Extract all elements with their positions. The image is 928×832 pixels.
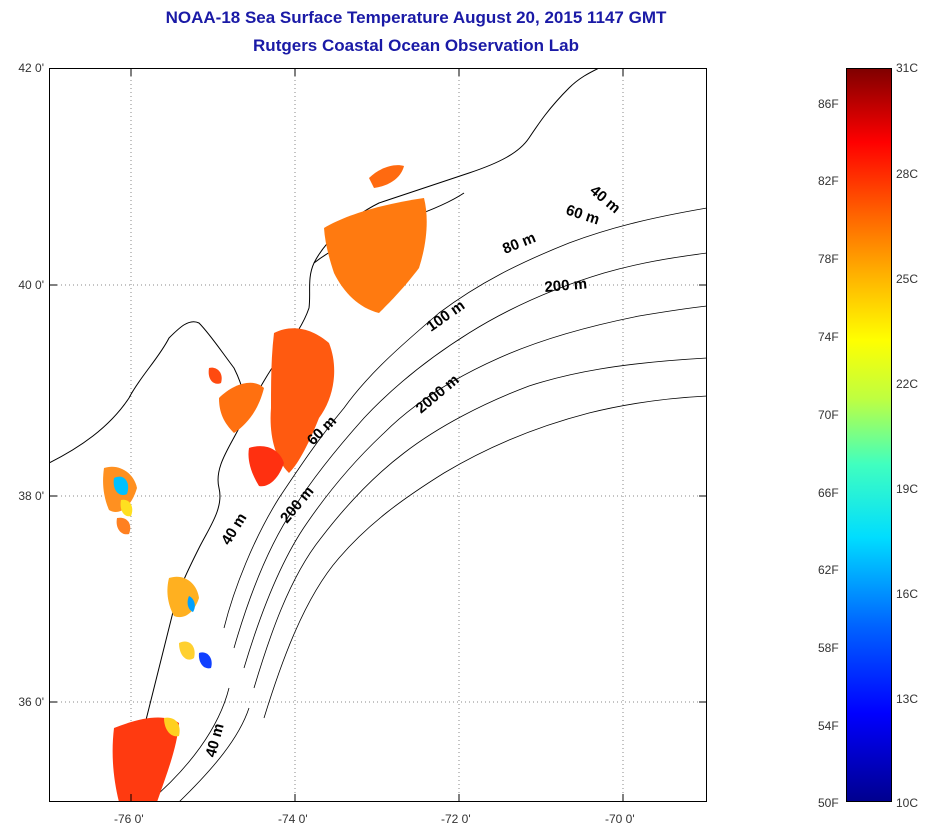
colorbar-f-label: 58F: [818, 641, 839, 655]
colorbar-f-label: 74F: [818, 330, 839, 344]
lat-label: 38 0': [18, 489, 44, 503]
colorbar-f-label: 78F: [818, 252, 839, 266]
colorbar-f-label: 62F: [818, 563, 839, 577]
colorbar-f-label: 82F: [818, 174, 839, 188]
lat-label: 42 0': [18, 61, 44, 75]
coastline: [49, 321, 245, 802]
colorbar-c-label: 10C: [896, 796, 919, 810]
frame-ticks: [49, 68, 707, 802]
colorbar-f-label: 86F: [818, 97, 839, 111]
colorbar-f-label: 50F: [818, 796, 839, 810]
colorbar-c-label: 31C: [896, 61, 919, 75]
contour-label: 200 m: [544, 275, 588, 296]
sst-map: 40 m 60 m 80 m 200 m 100 m 2000 m 60 m 2…: [49, 68, 707, 802]
colorbar-c-label: 25C: [896, 272, 919, 286]
colorbar-c-label: 22C: [896, 377, 919, 391]
sst-patches: [103, 165, 427, 802]
colorbar-f-label: 66F: [818, 486, 839, 500]
lon-label: -74 0': [278, 812, 308, 826]
colorbar-f-label: 70F: [818, 408, 839, 422]
map-subtitle: Rutgers Coastal Ocean Observation Lab: [253, 36, 579, 55]
colorbar-c-label: 13C: [896, 692, 919, 706]
colorbar-c-label: 19C: [896, 482, 919, 496]
lon-label: -70 0': [605, 812, 635, 826]
lat-label: 36 0': [18, 695, 44, 709]
temperature-colorbar: [846, 68, 892, 802]
isobath-contours: [148, 207, 707, 802]
lon-label: -72 0': [441, 812, 471, 826]
map-title: NOAA-18 Sea Surface Temperature August 2…: [165, 8, 667, 27]
colorbar-f-label: 54F: [818, 719, 839, 733]
lon-label: -76 0': [114, 812, 144, 826]
colorbar-c-label: 28C: [896, 167, 919, 181]
colorbar-c-label: 16C: [896, 587, 919, 601]
map-frame: [49, 68, 707, 802]
lat-label: 40 0': [18, 278, 44, 292]
